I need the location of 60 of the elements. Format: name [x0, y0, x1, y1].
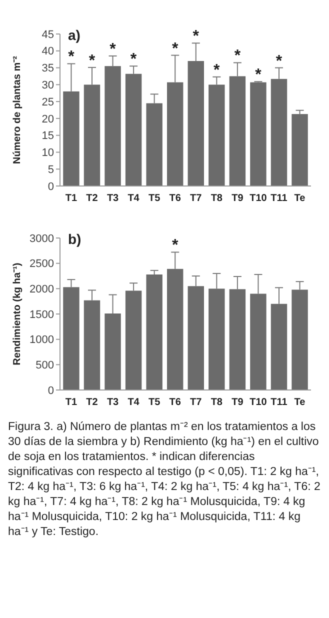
x-tick-label: T11 — [270, 397, 288, 408]
y-tick-label: 35 — [42, 62, 54, 75]
y-tick-label: 45 — [42, 28, 54, 41]
annotation: * — [172, 237, 179, 254]
annotation: * — [192, 28, 200, 46]
bar — [292, 114, 308, 186]
x-tick-label: Te — [294, 193, 306, 204]
x-tick-label: T1 — [65, 397, 78, 408]
annotation: * — [255, 66, 262, 84]
x-tick-label: T6 — [169, 397, 182, 408]
x-tick-label: T3 — [106, 397, 120, 408]
y-tick-label: 30 — [42, 80, 54, 92]
annotation: * — [68, 48, 76, 66]
y-tick-label: 0 — [48, 384, 54, 397]
y-tick-label: 1000 — [30, 334, 54, 346]
y-tick-label: 15 — [42, 130, 54, 142]
y-tick-label: 5 — [48, 164, 54, 176]
x-tick-label: T8 — [210, 397, 223, 408]
bar — [146, 274, 162, 390]
annotation: * — [276, 52, 283, 70]
y-tick-label: 3000 — [30, 232, 54, 245]
y-tick-label: 25 — [42, 96, 54, 108]
y-tick-label: 40 — [42, 46, 54, 58]
x-tick-label: T11 — [270, 193, 288, 204]
x-tick-label: T6 — [169, 193, 182, 204]
x-tick-label: Te — [294, 397, 306, 408]
x-tick-label: T1 — [65, 193, 78, 204]
y-tick-label: 500 — [36, 360, 54, 372]
x-tick-label: T4 — [128, 193, 140, 204]
x-tick-label: T8 — [210, 193, 223, 204]
x-tick-label: T10 — [250, 397, 268, 408]
x-tick-label: T5 — [148, 397, 161, 408]
y-tick-label: 10 — [42, 147, 54, 160]
y-tick-label: 2500 — [30, 258, 54, 270]
x-tick-label: T2 — [86, 397, 98, 408]
x-tick-label: T4 — [128, 397, 140, 408]
x-tick-label: T7 — [190, 397, 202, 408]
annotation: * — [172, 40, 179, 58]
annotation: * — [88, 52, 96, 70]
bar — [250, 82, 266, 186]
x-tick-label: T10 — [250, 193, 268, 204]
y-axis-title: Rendimiento (kg ha⁻¹) — [12, 262, 23, 366]
annotation: * — [214, 62, 221, 79]
x-tick-label: T3 — [106, 193, 120, 204]
x-tick-label: T7 — [190, 193, 202, 204]
chart-title: a) — [68, 27, 80, 43]
x-tick-label: T5 — [148, 193, 161, 204]
y-tick-label: 2000 — [30, 284, 54, 296]
y-tick-label: 0 — [48, 180, 54, 193]
chart-title: b) — [68, 231, 82, 247]
y-tick-label: 1500 — [30, 308, 54, 321]
annotation: * — [234, 48, 242, 65]
y-axis-title: Número de plantas m⁻² — [12, 55, 23, 164]
annotation: * — [130, 51, 138, 68]
x-tick-label: T2 — [86, 193, 98, 204]
text: Figura 3. a) Número de plantas m⁻² en los tratamientos a los 30 días de la siembra y b) Rendimiento (kg ha⁻¹) en el cultivo de soja en los tratamientos. * indican diferencias significativas con respecto al testigo (p < 0,05). T1: 2 kg ha⁻¹, T2: 4 kg ha⁻¹, T3: 6 kg ha⁻¹, T4: 2 kg ha⁻¹, T5: 4 kg ha⁻¹, T6: 2 kg ha⁻¹, T7: 4 kg ha⁻¹, T8: 2 kg ha⁻¹ Molusquicida, T9: 4 kg ha⁻¹ Molusquicida, T10: 2 kg ha⁻¹ Molusquicida, T11: 4 kg ha⁻¹ y Te: Testigo. — [8, 420, 321, 540]
y-tick-label: 20 — [42, 113, 54, 126]
annotation: * — [110, 40, 117, 58]
x-tick-label: T9 — [232, 193, 244, 204]
x-tick-label: T9 — [232, 397, 244, 408]
